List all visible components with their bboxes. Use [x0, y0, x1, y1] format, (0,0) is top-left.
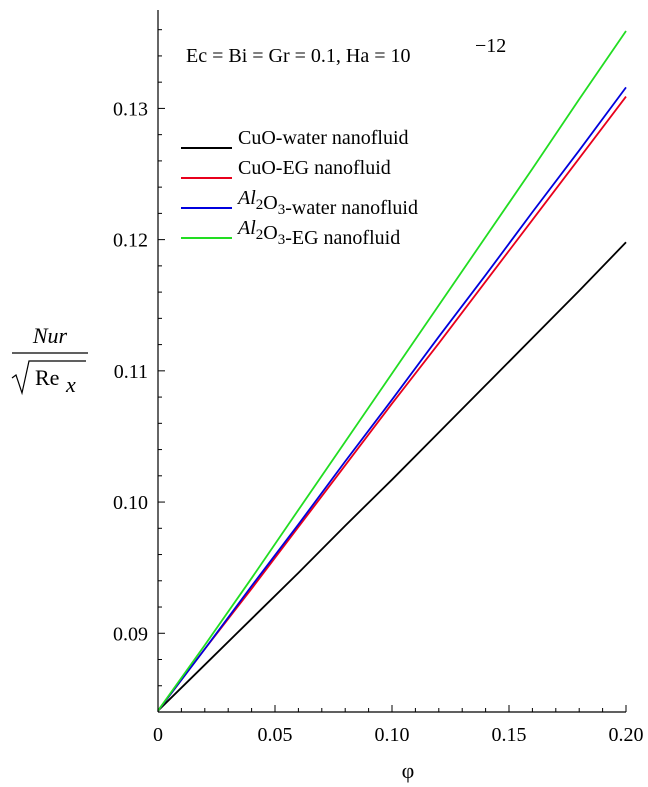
annotation-text: Ec = Bi = Gr = 0.1, Ha = 10: [186, 45, 411, 67]
legend-entry-2: Al2O3-water nanofluid: [236, 187, 418, 219]
legend-entry-3: Al2O3-EG nanofluid: [236, 217, 400, 249]
x-axis-label: φ: [402, 758, 415, 783]
y-tick-label-1: 0.10: [113, 492, 148, 514]
annotation-exponent: −12: [475, 35, 506, 57]
axes: [157, 10, 626, 713]
legend: CuO-water nanofluid CuO-EG nanofluid Al2O3…: [181, 127, 418, 249]
legend-entry-1: CuO-EG nanofluid: [238, 157, 391, 179]
series-line-1: [157, 96, 627, 712]
annotation: Ec = Bi = Gr = 0.1, Ha = 10 −12: [186, 35, 506, 67]
y-ticks: 0.09 0.10 0.11 0.12 0.13: [113, 29, 165, 687]
x-tick-label-1: 0.05: [258, 724, 293, 746]
y-axis-label-radicand: Re: [35, 365, 59, 390]
y-tick-label-2: 0.11: [114, 361, 148, 383]
series-line-3: [157, 30, 627, 712]
x-ticks: 0 0.05 0.10 0.15 0.20: [153, 705, 644, 746]
y-axis-label-numerator: Nur: [32, 323, 68, 348]
series-line-0: [157, 241, 627, 712]
x-tick-label-3: 0.15: [492, 724, 527, 746]
x-tick-label-4: 0.20: [609, 724, 644, 746]
y-tick-label-4: 0.13: [113, 98, 148, 120]
plot-lines: [157, 30, 627, 712]
y-axis-label-radical-sign: [11, 360, 86, 396]
y-axis-label-subscript: x: [65, 372, 76, 397]
y-axis-label: Nur Re x: [11, 323, 88, 397]
series-line-2: [157, 86, 627, 712]
legend-entry-0: CuO-water nanofluid: [238, 127, 409, 149]
y-tick-label-0: 0.09: [113, 623, 148, 645]
x-tick-label-0: 0: [153, 724, 163, 746]
y-tick-label-3: 0.12: [113, 230, 148, 252]
x-tick-label-2: 0.10: [375, 724, 410, 746]
